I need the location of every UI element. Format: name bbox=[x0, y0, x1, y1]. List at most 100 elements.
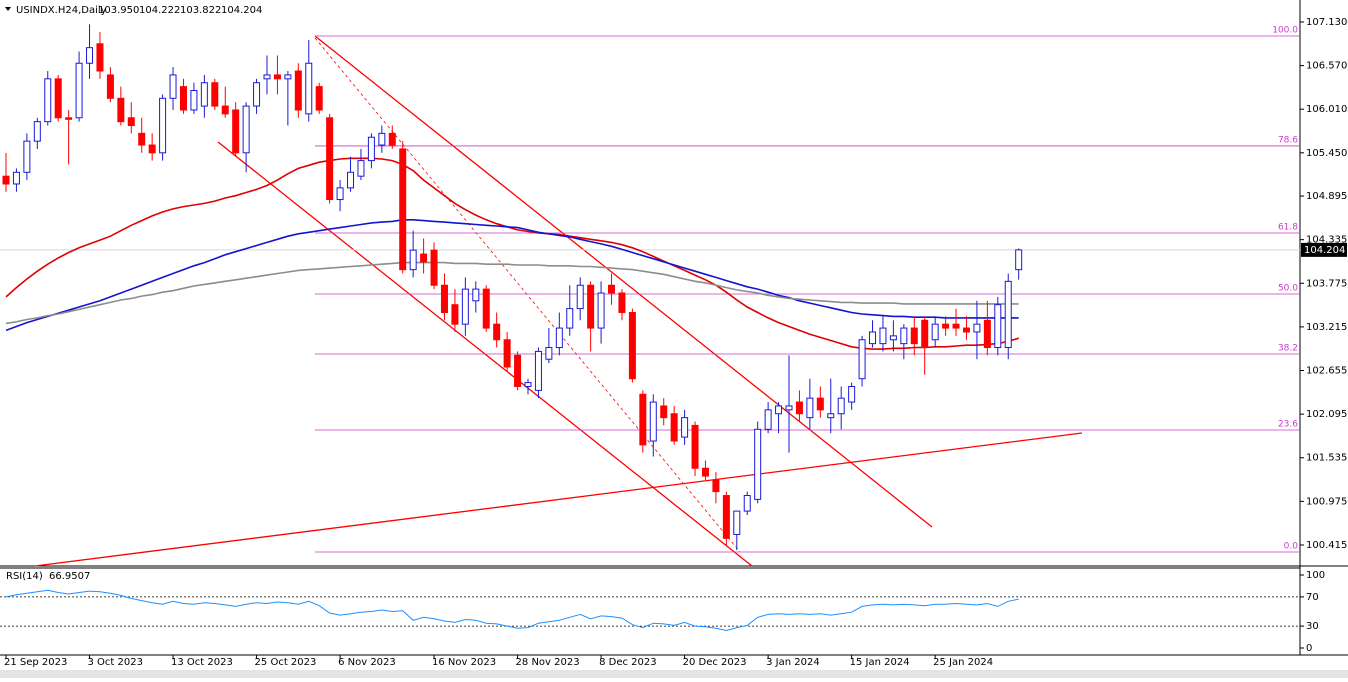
candle-body bbox=[869, 331, 877, 345]
candle-body bbox=[294, 70, 302, 111]
y-tick-label: 0 bbox=[1306, 643, 1312, 654]
price-marker bbox=[1301, 242, 1347, 257]
candle-body bbox=[33, 121, 41, 142]
candle-body bbox=[942, 323, 950, 329]
candle-body bbox=[879, 327, 887, 345]
y-tick-label: 102.095 bbox=[1306, 409, 1347, 420]
candle-body bbox=[754, 428, 762, 500]
candle-body bbox=[628, 311, 636, 380]
fib-label: 100.0 bbox=[1272, 25, 1298, 35]
candle-body bbox=[367, 136, 375, 162]
candle-body bbox=[461, 288, 469, 325]
candle-body bbox=[221, 105, 229, 115]
support-line bbox=[34, 432, 1083, 567]
y-tick-label: 105.450 bbox=[1306, 148, 1347, 159]
candle-body bbox=[440, 284, 448, 313]
candle-body bbox=[190, 90, 198, 111]
candle-body bbox=[347, 171, 355, 189]
y-tick-label: 103.775 bbox=[1306, 278, 1347, 289]
candle-body bbox=[576, 284, 584, 310]
candle-body bbox=[2, 175, 10, 185]
candle-body bbox=[660, 405, 668, 419]
x-tick-label: 21 Sep 2023 bbox=[4, 657, 67, 668]
y-tick-label: 102.655 bbox=[1306, 366, 1347, 377]
candle-body bbox=[712, 479, 720, 493]
y-tick-label: 100.415 bbox=[1306, 540, 1347, 551]
candle-body bbox=[54, 78, 62, 119]
candle-body bbox=[764, 409, 772, 430]
moving-average bbox=[5, 157, 1019, 350]
candle-body bbox=[795, 401, 803, 415]
price-marker-label: 104.204 bbox=[1304, 245, 1345, 256]
moving-average bbox=[5, 261, 1019, 325]
candle-body bbox=[994, 304, 1002, 349]
y-tick-label: 106.010 bbox=[1306, 104, 1347, 115]
candle-body bbox=[23, 140, 31, 173]
y-tick-label: 30 bbox=[1306, 621, 1319, 632]
x-tick-label: 28 Nov 2023 bbox=[516, 657, 580, 668]
y-tick-label: 70 bbox=[1306, 592, 1319, 603]
candle-body bbox=[378, 132, 386, 146]
candle-body bbox=[65, 117, 73, 120]
x-tick-label: 13 Oct 2023 bbox=[171, 657, 233, 668]
ohlc-close: 104.204 bbox=[221, 5, 262, 16]
y-tick-label: 107.130 bbox=[1306, 17, 1347, 28]
candle-body bbox=[670, 413, 678, 442]
rsi-value: 66.9507 bbox=[49, 571, 90, 582]
moving-average bbox=[5, 219, 1019, 332]
candle-body bbox=[952, 323, 960, 329]
candle-body bbox=[1015, 249, 1023, 271]
candle-body bbox=[75, 62, 83, 119]
candle-body bbox=[127, 117, 135, 127]
candle-body bbox=[524, 382, 532, 387]
candle-body bbox=[326, 117, 334, 201]
candle-body bbox=[399, 148, 407, 271]
y-tick-label: 101.535 bbox=[1306, 453, 1347, 464]
candle-body bbox=[159, 97, 167, 154]
fib-label: 78.6 bbox=[1278, 135, 1298, 145]
candle-body bbox=[806, 397, 814, 419]
candle-body bbox=[106, 74, 114, 99]
candle-body bbox=[566, 308, 574, 329]
candle-body bbox=[649, 401, 657, 442]
candle-body bbox=[242, 105, 250, 154]
candle-body bbox=[691, 424, 699, 469]
y-tick-label: 100.975 bbox=[1306, 496, 1347, 507]
y-tick-label: 104.335 bbox=[1306, 235, 1347, 246]
candle-body bbox=[148, 144, 156, 154]
candle-body bbox=[44, 78, 52, 123]
candle-body bbox=[973, 323, 981, 333]
candle-body bbox=[430, 249, 438, 286]
x-tick-label: 16 Nov 2023 bbox=[432, 657, 496, 668]
candle-body bbox=[514, 354, 522, 387]
candle-body bbox=[775, 405, 783, 415]
candle-body bbox=[179, 86, 187, 111]
candle-body bbox=[336, 187, 344, 201]
candle-body bbox=[86, 47, 94, 64]
y-tick-label: 104.895 bbox=[1306, 191, 1347, 202]
candle-body bbox=[962, 327, 970, 333]
candle-body bbox=[305, 62, 313, 115]
candle-body bbox=[681, 417, 689, 438]
candle-body bbox=[451, 304, 459, 325]
candle-body bbox=[618, 292, 626, 313]
candle-body bbox=[482, 288, 490, 329]
candle-body bbox=[848, 385, 856, 403]
candle-body bbox=[587, 284, 595, 329]
candle-body bbox=[211, 82, 219, 107]
candle-body bbox=[503, 339, 511, 368]
candle-body bbox=[169, 74, 177, 99]
fib-label: 0.0 bbox=[1284, 541, 1299, 551]
tab-bar bbox=[0, 670, 1348, 678]
y-tick-label: 106.570 bbox=[1306, 61, 1347, 72]
candle-body bbox=[743, 495, 751, 512]
candle-body bbox=[284, 74, 292, 80]
x-tick-label: 20 Dec 2023 bbox=[683, 657, 747, 668]
candle-body bbox=[138, 132, 146, 146]
fib-label: 50.0 bbox=[1278, 284, 1298, 294]
candle-body bbox=[315, 86, 323, 111]
x-tick-label: 3 Oct 2023 bbox=[88, 657, 143, 668]
x-tick-label: 15 Jan 2024 bbox=[850, 657, 910, 668]
candle-body bbox=[722, 495, 730, 539]
